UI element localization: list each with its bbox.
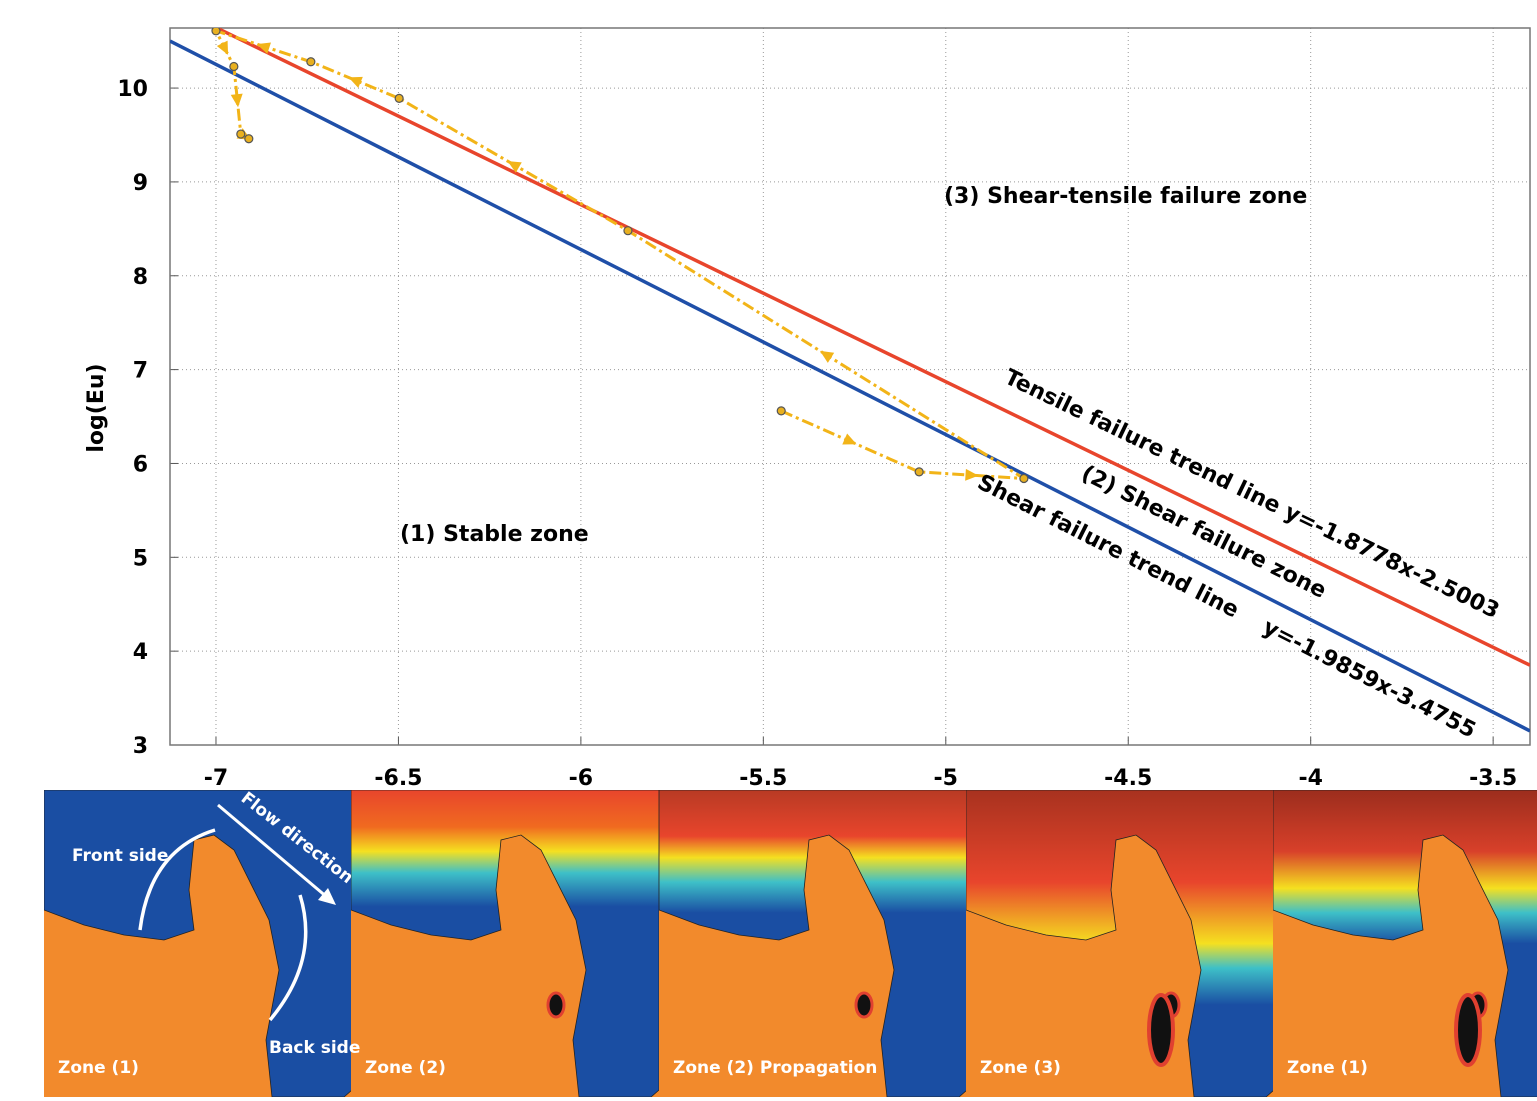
plot-frame — [169, 27, 1531, 746]
y-tick-label: 4 — [133, 640, 148, 665]
arrow-head — [507, 161, 522, 173]
arrow-head — [819, 350, 835, 363]
x-tick-label: -4.5 — [1104, 766, 1152, 791]
flow-region — [351, 790, 659, 1097]
arrow-head — [216, 40, 229, 55]
failure-spot — [546, 991, 566, 1019]
x-tick-label: -6.5 — [374, 766, 422, 791]
trend-line — [170, 39, 1530, 733]
y-tick-label: 9 — [133, 171, 148, 196]
arrow-head — [348, 76, 363, 88]
trajectory-point — [623, 226, 633, 236]
plot-area — [170, 28, 1530, 733]
panel-note: Back side — [269, 1038, 360, 1058]
trajectory-point — [776, 406, 786, 416]
arrow-head — [230, 93, 243, 108]
y-tick-label: 10 — [117, 77, 148, 102]
failure-spot — [1454, 993, 1482, 1067]
trajectory-point — [914, 467, 924, 477]
panel-note: Front side — [72, 846, 168, 866]
zone-annotation: (3) Shear-tensile failure zone — [944, 184, 1307, 209]
arrow-head — [256, 42, 271, 54]
flow-arrow-head — [318, 888, 336, 905]
trajectory-point — [306, 57, 316, 67]
y-tick-label: 3 — [133, 734, 148, 759]
x-tick-label: -3.5 — [1469, 766, 1517, 791]
trajectory-point — [229, 61, 239, 72]
x-tick-label: -6 — [569, 766, 593, 791]
x-tick-label: -4 — [1298, 766, 1322, 791]
flow-arrow — [217, 803, 329, 900]
panel-label: Zone (3) — [980, 1058, 1061, 1078]
y-axis-label: log(Eu) — [84, 363, 109, 452]
arrow-head — [842, 433, 857, 445]
flow-region — [659, 790, 967, 1097]
panel-label: Zone (1) — [58, 1058, 139, 1078]
x-tick-label: -5 — [934, 766, 958, 791]
zone-annotation: (1) Stable zone — [400, 522, 589, 547]
panel-label: Zone (2) Propagation — [673, 1058, 877, 1078]
y-tick-label: 5 — [133, 546, 148, 571]
flow-region — [966, 790, 1274, 1097]
panel-label: Zone (1) — [1287, 1058, 1368, 1078]
trajectory-point — [244, 134, 254, 144]
panel-label: Zone (2) — [365, 1058, 446, 1078]
panel — [351, 790, 659, 1097]
panel — [659, 790, 967, 1097]
trajectory-point — [211, 28, 221, 36]
trend-line-label: Shear failure trend line y=-1.9859x-3.47… — [973, 470, 1479, 743]
trend-line — [215, 28, 1530, 667]
flow-region — [1273, 790, 1537, 1097]
panel — [966, 790, 1274, 1097]
flow-arrow — [138, 828, 216, 931]
trajectory-point — [1019, 473, 1029, 484]
y-tick-label: 8 — [133, 265, 148, 290]
panel — [1273, 790, 1537, 1097]
x-tick-label: -5.5 — [739, 766, 787, 791]
failure-spot — [854, 991, 874, 1019]
failure-spot — [1147, 993, 1175, 1067]
trajectory-point — [236, 129, 246, 139]
y-tick-label: 6 — [133, 452, 148, 477]
flow-arrow — [268, 894, 308, 1022]
panel — [44, 790, 352, 1097]
arrow-head — [965, 468, 979, 481]
x-tick-label: -7 — [204, 766, 228, 791]
trend-line-label: Tensile failure trend line y=-1.8778x-2.… — [1000, 365, 1503, 624]
y-tick-label: 7 — [133, 359, 148, 384]
flow-region — [44, 790, 352, 1097]
trajectory-point — [394, 93, 404, 103]
